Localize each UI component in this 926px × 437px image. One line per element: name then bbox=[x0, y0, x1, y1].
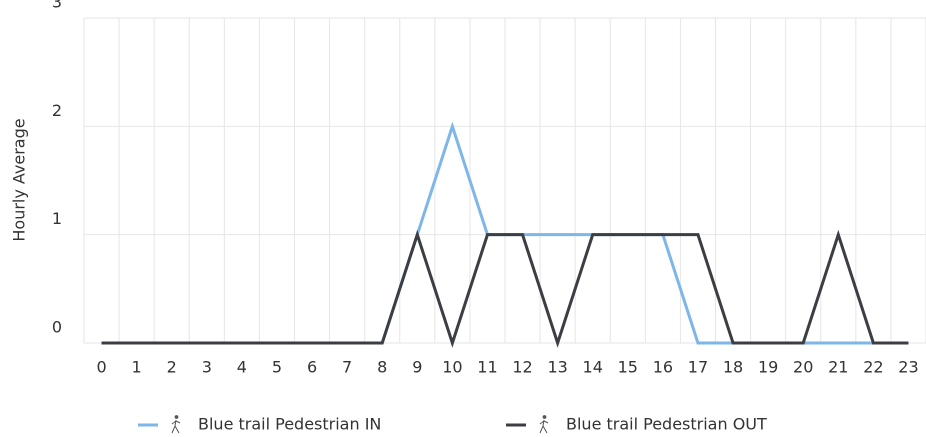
legend-label: Blue trail Pedestrian IN bbox=[198, 415, 381, 434]
x-tick-label: 10 bbox=[442, 358, 462, 377]
x-tick-label: 14 bbox=[583, 358, 603, 377]
icon-head bbox=[542, 415, 547, 419]
y-axis-label: Hourly Average bbox=[10, 118, 29, 241]
legend-label: Blue trail Pedestrian OUT bbox=[566, 415, 767, 434]
y-tick-label: 3 bbox=[52, 0, 62, 12]
x-tick-label: 2 bbox=[167, 358, 177, 377]
x-tick-label: 15 bbox=[618, 358, 638, 377]
icon-head bbox=[174, 415, 179, 419]
x-tick-label: 13 bbox=[547, 358, 567, 377]
icon-body bbox=[539, 419, 549, 434]
x-tick-label: 20 bbox=[793, 358, 813, 377]
x-tick-label: 5 bbox=[272, 358, 282, 377]
series-line bbox=[101, 229, 909, 348]
x-tick-label: 1 bbox=[132, 358, 142, 377]
legend-icon bbox=[171, 415, 181, 434]
legend-icon bbox=[539, 415, 549, 434]
icon-body bbox=[171, 419, 181, 434]
y-tick-label: 2 bbox=[52, 101, 62, 120]
x-tick-label: 7 bbox=[342, 358, 352, 377]
x-tick-label: 19 bbox=[758, 358, 778, 377]
x-tick-label: 4 bbox=[237, 358, 247, 377]
x-tick-label: 11 bbox=[477, 358, 497, 377]
legend-item: Blue trail Pedestrian IN bbox=[138, 415, 381, 434]
y-tick-label: 1 bbox=[52, 209, 62, 228]
legend-item: Blue trail Pedestrian OUT bbox=[506, 415, 767, 434]
x-tick-label: 22 bbox=[863, 358, 883, 377]
y-tick-label: 0 bbox=[52, 318, 62, 337]
x-tick-label: 0 bbox=[96, 358, 106, 377]
x-tick-label: 3 bbox=[202, 358, 212, 377]
x-tick-label: 21 bbox=[828, 358, 848, 377]
x-tick-label: 16 bbox=[653, 358, 673, 377]
x-tick-label: 9 bbox=[412, 358, 422, 377]
x-tick-label: 17 bbox=[688, 358, 708, 377]
x-tick-label: 18 bbox=[723, 358, 743, 377]
x-tick-label: 23 bbox=[898, 358, 918, 377]
x-tick-label: 12 bbox=[512, 358, 532, 377]
x-tick-label: 6 bbox=[307, 358, 317, 377]
x-tick-label: 8 bbox=[377, 358, 387, 377]
